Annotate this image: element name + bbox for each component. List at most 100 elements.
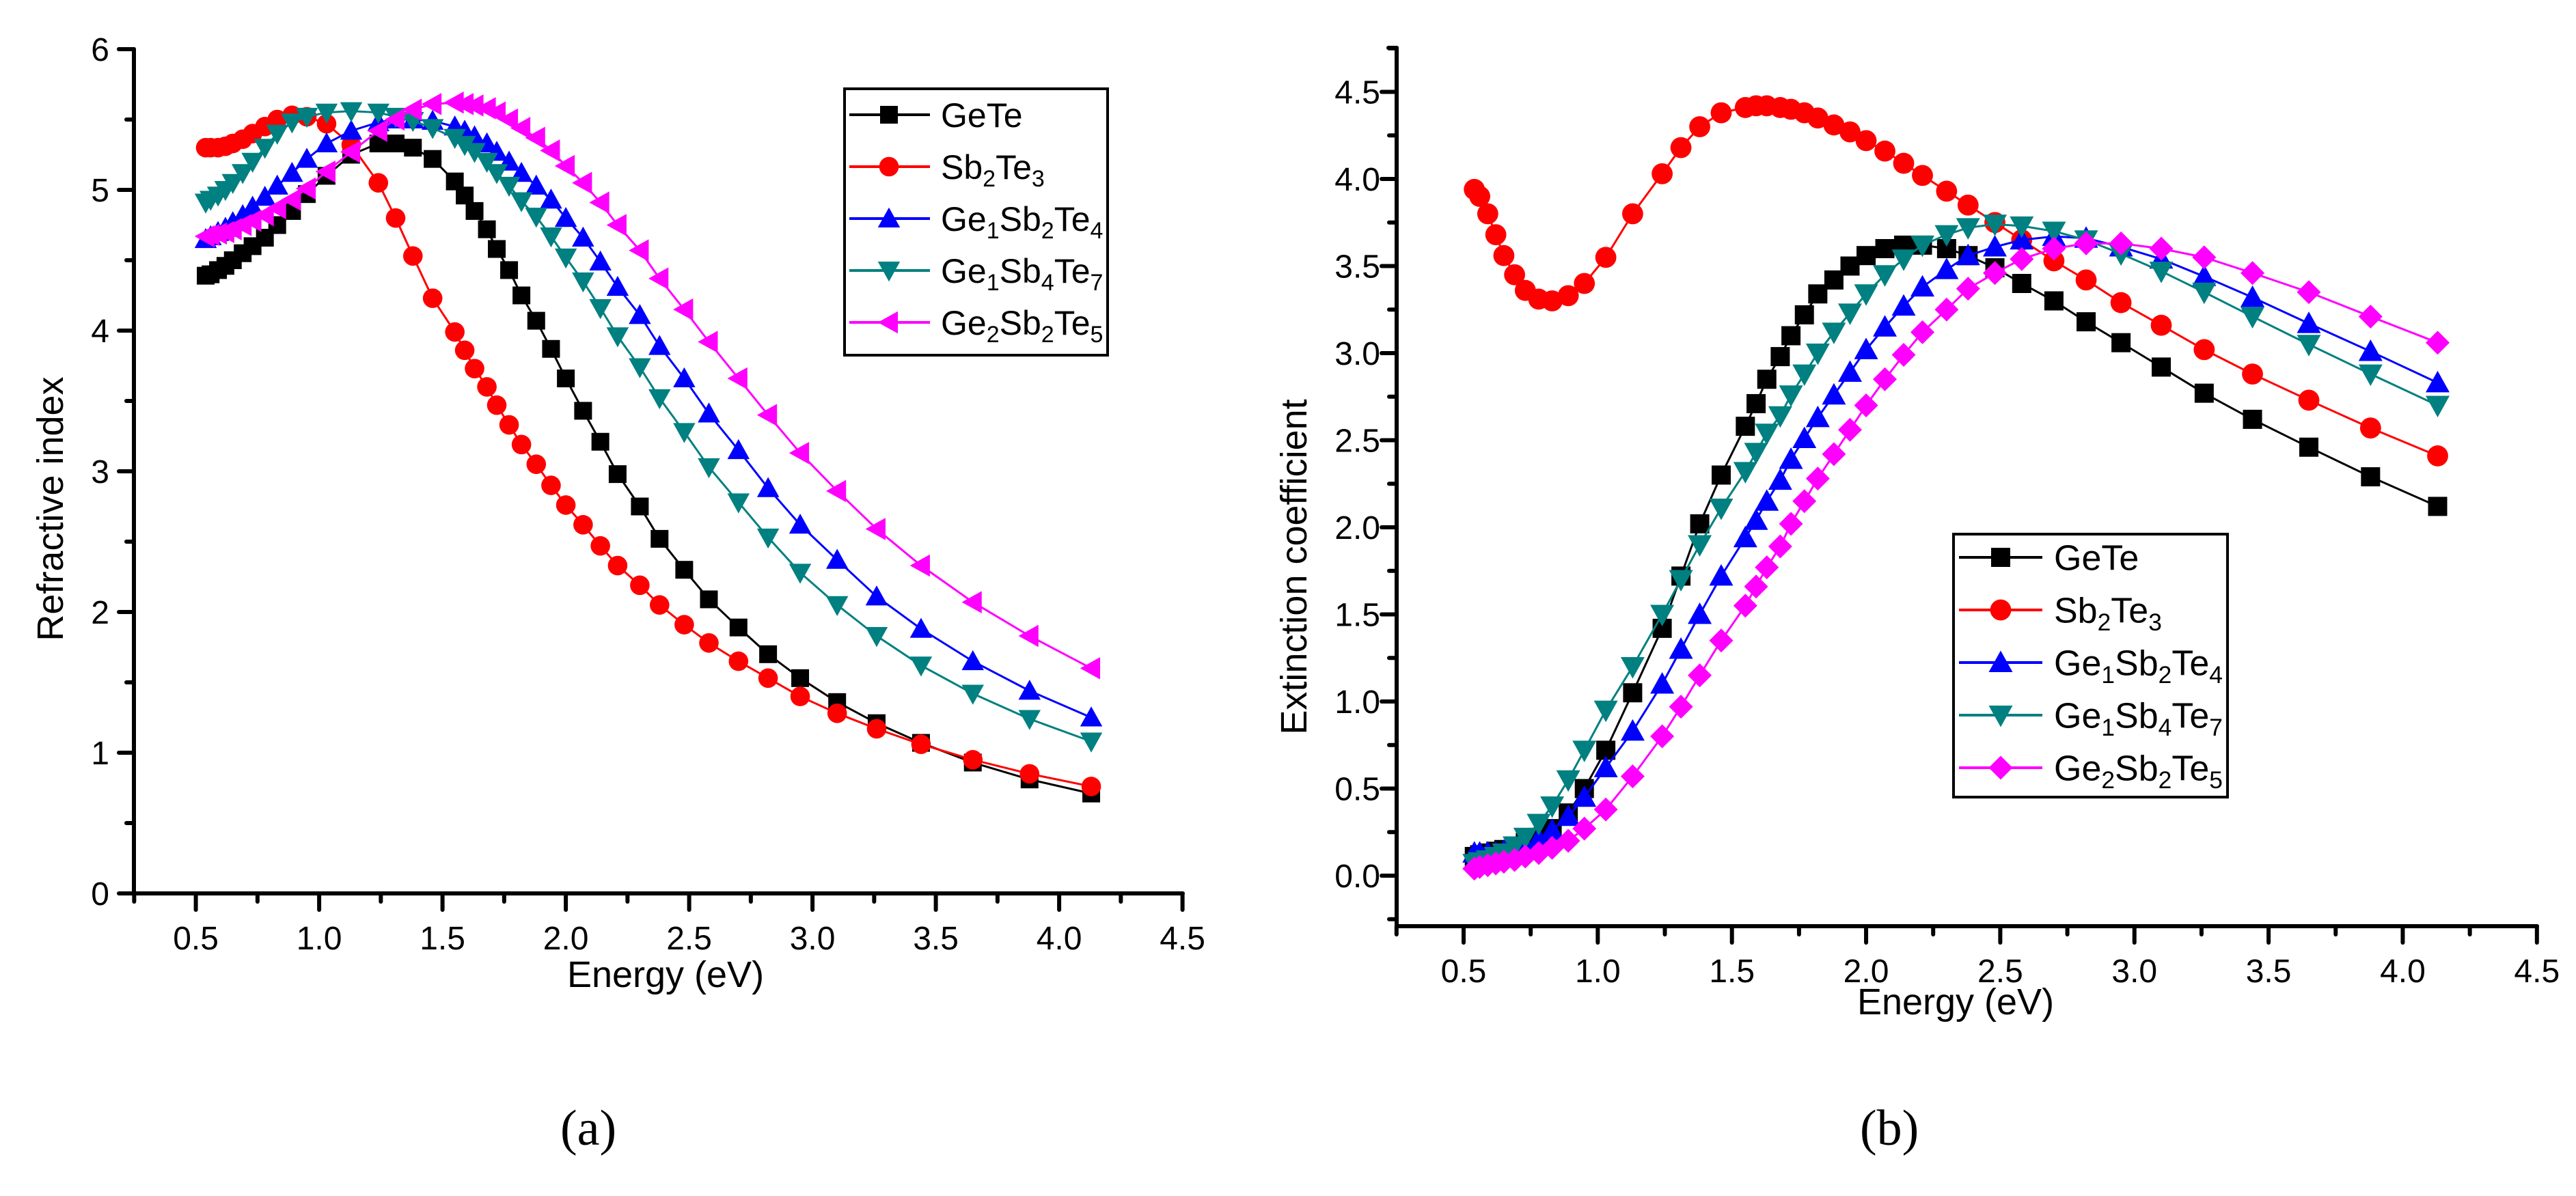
data-point [387,135,405,153]
data-point [608,465,627,484]
y-tick-label: 0.5 [1334,772,1380,808]
data-point [316,113,337,134]
data-point [1493,245,1515,266]
element-symbol: Ge [941,200,987,238]
legend-item: Ge1Sb4Te7 [1959,697,2223,741]
data-point [1744,443,1768,464]
data-point [1650,724,1675,749]
data-point [1650,672,1675,694]
data-point [2042,236,2066,261]
element-symbol: Te [2171,644,2209,684]
data-point [266,197,286,220]
data-point [1891,249,1916,271]
data-point [728,651,749,671]
data-point [368,173,389,193]
data-point [2010,227,2034,250]
element-symbol: Sb [1000,252,1041,290]
data-point [384,108,405,131]
data-point [865,585,888,606]
x-tick-label: 3.0 [2111,954,2157,990]
data-point [1910,320,1935,344]
data-point [648,267,669,290]
data-point [1891,343,1916,367]
data-point [756,528,780,549]
legend-item: Ge1Sb4Te7 [849,252,1103,296]
data-point [1746,393,1766,413]
data-point [589,299,612,320]
data-point [591,432,609,451]
x-tick-label: 2.0 [1844,954,1889,990]
data-point [424,150,442,168]
data-point [478,220,496,238]
y-tick-label: 0 [91,876,109,913]
y-tick-label: 5 [91,173,109,209]
data-point [1688,602,1712,624]
data-point [266,174,288,195]
legend-label: Ge1Sb2Te4 [2054,644,2223,689]
data-point [1622,203,1643,225]
data-point [1873,265,1897,287]
y-tick-label: 1.0 [1334,684,1380,721]
data-point [648,335,671,355]
data-point [606,275,629,296]
data-point [674,615,694,635]
data-point [422,288,443,308]
y-tick-label: 3.0 [1334,336,1380,372]
data-point [727,367,748,390]
data-point [1018,624,1039,648]
element-symbol: GeTe [941,96,1023,135]
data-point [629,304,651,324]
data-point [1875,239,1895,258]
x-axis-label: Energy (eV) [567,954,764,995]
data-point [791,669,810,687]
data-point [1690,514,1710,533]
data-point [1688,663,1712,688]
x-tick-label: 1.0 [1575,954,1621,990]
data-point [254,139,276,159]
data-point [1620,764,1645,789]
data-point [789,441,810,464]
axes [117,47,1185,912]
data-point [2109,231,2133,255]
data-point [315,160,335,183]
legend-label: Ge1Sb4Te7 [2054,697,2223,741]
data-point [2012,274,2031,293]
data-point [2428,497,2448,516]
data-point [254,186,276,206]
element-symbol: Sb [1000,200,1041,238]
series-line [1473,105,2439,457]
data-point [1574,273,1595,294]
data-point [1485,224,1507,245]
data-point [1733,525,1757,548]
x-axis-label: Energy (eV) [1857,982,2054,1023]
data-point [421,93,442,115]
element-symbol: Ge [2054,644,2101,684]
legend-item: Ge1Sb2Te4 [849,200,1103,244]
data-point [525,126,545,150]
data-point [1983,234,2008,257]
data-point [1593,755,1618,777]
y-tick-label: 1 [91,736,109,772]
legend-item: Ge1Sb2Te4 [1959,644,2223,689]
data-point [1540,796,1565,818]
data-point [1620,719,1645,741]
data-point [315,103,338,124]
data-point [2358,364,2383,387]
data-point [865,518,886,540]
data-point [1854,393,1878,417]
data-point [727,493,750,514]
series-Sb2Te3 [1464,95,2448,467]
data-point [2241,285,2265,307]
data-point [556,495,576,515]
y-tick-label: 2.5 [1334,423,1380,460]
data-point [1822,442,1846,467]
data-point [2110,292,2132,314]
x-tick-label: 3.0 [790,921,836,957]
data-point [825,596,849,616]
data-point [525,208,548,228]
data-point [2193,339,2215,361]
data-point [606,327,629,348]
subscript: 7 [1091,270,1104,296]
data-point [557,370,575,388]
data-point [542,339,560,358]
